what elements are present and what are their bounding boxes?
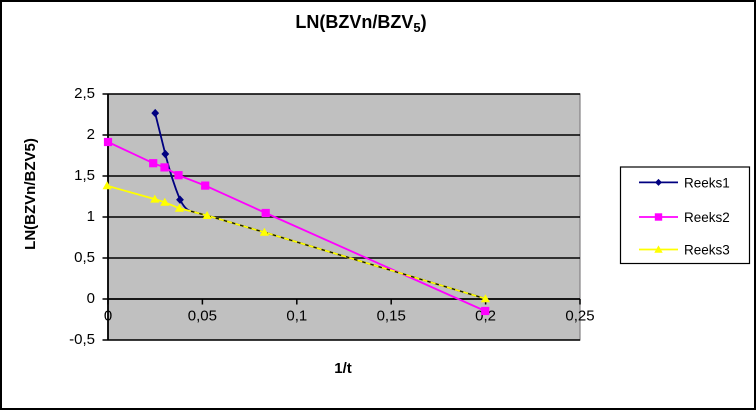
svg-text:Reeks2: Reeks2 [684,210,730,225]
svg-text:LN(BZVn/BZV5): LN(BZVn/BZV5) [295,12,426,35]
svg-text:1,5: 1,5 [74,167,95,184]
svg-text:2: 2 [87,126,95,143]
svg-text:LN(BZVn/BZV5): LN(BZVn/BZV5) [22,138,39,250]
svg-text:-0,5: -0,5 [69,331,95,348]
svg-text:0,2: 0,2 [475,307,496,324]
svg-text:1: 1 [87,208,95,225]
svg-text:Reeks1: Reeks1 [684,176,730,191]
svg-text:0: 0 [104,307,112,324]
svg-text:0,15: 0,15 [377,307,406,324]
svg-text:Reeks3: Reeks3 [684,243,730,258]
svg-text:0: 0 [87,290,95,307]
svg-text:0,5: 0,5 [74,249,95,266]
svg-text:1/t: 1/t [334,360,352,377]
svg-text:0,25: 0,25 [565,307,594,324]
svg-text:2,5: 2,5 [74,85,95,102]
svg-text:0,05: 0,05 [188,307,217,324]
svg-text:0,1: 0,1 [286,307,307,324]
